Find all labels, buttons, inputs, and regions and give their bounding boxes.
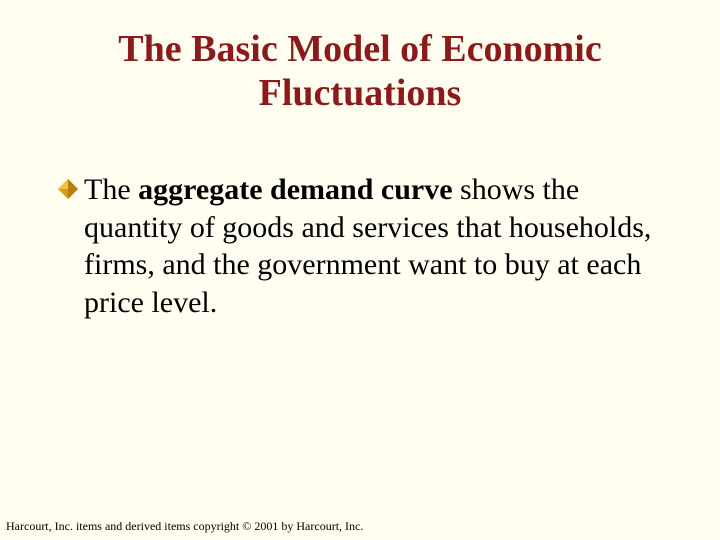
slide-container: The Basic Model of Economic Fluctuations… [0,0,720,540]
bullet-text: The aggregate demand curve shows the qua… [84,171,662,321]
bullet-bold: aggregate demand curve [138,173,460,206]
bullet-lead: The [84,173,138,206]
diamond-bullet-icon [58,179,78,199]
bullet-row: The aggregate demand curve shows the qua… [40,171,680,321]
copyright-footer: Harcourt, Inc. items and derived items c… [6,519,363,534]
slide-title: The Basic Model of Economic Fluctuations [40,28,680,115]
